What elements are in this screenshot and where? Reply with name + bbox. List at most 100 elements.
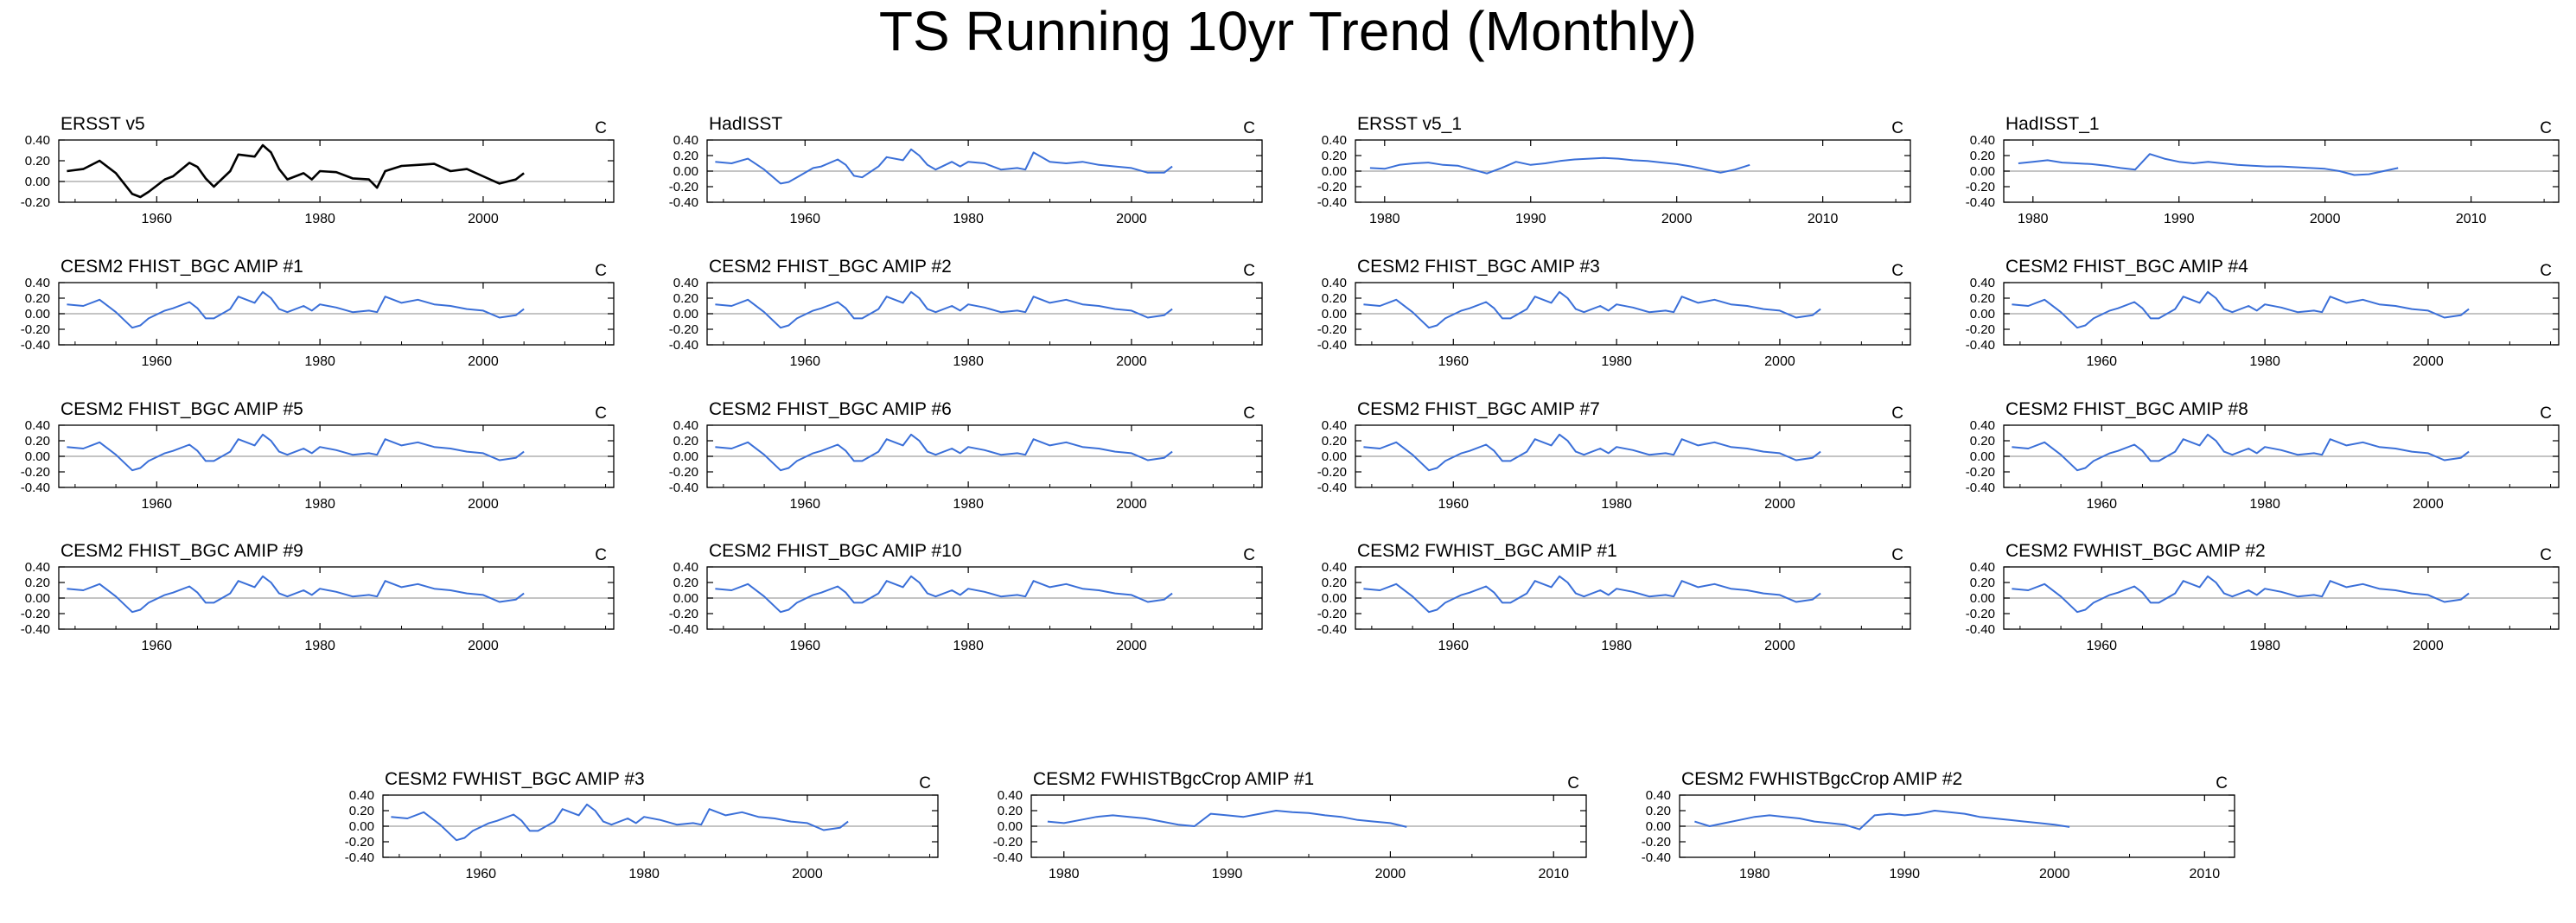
panel-3: -0.40-0.200.000.200.40 1980 1990 2000 2010 ER… [1317, 114, 1911, 226]
y-tick-label: -0.20 [21, 322, 50, 337]
x-tick-label: 1960 [789, 639, 820, 653]
y-tick-label: 0.00 [1970, 164, 1995, 179]
y-tick-label: -0.40 [1642, 850, 1671, 865]
series-line-1 [67, 575, 525, 614]
y-tick-label: -0.40 [1966, 338, 1995, 353]
panel-title: CESM2 FHIST_BGC AMIP #9 [61, 541, 303, 561]
panel-units: C [2540, 546, 2552, 564]
x-tick-label: 1990 [1212, 867, 1243, 882]
panel-title: CESM2 FHIST_BGC AMIP #8 [2005, 399, 2248, 419]
panel-1: -0.20 0.00 0.20 0.40 1960 1980 2000 ERSST v5 C [21, 114, 615, 226]
x-tick-label: 1980 [304, 354, 335, 369]
y-tick-label: 0.40 [25, 560, 50, 575]
x-tick-label: 1960 [2086, 354, 2117, 369]
x-tick-label: 1980 [1601, 497, 1632, 512]
panel-6: -0.40-0.200.000.200.40 1960 1980 2000 CESM2 … [669, 257, 1263, 369]
y-tick-label: 0.00 [1322, 307, 1347, 321]
x-tick-label: 1990 [1889, 867, 1920, 882]
panel-title: CESM2 FWHISTBgcCrop AMIP #1 [1033, 769, 1314, 789]
series-line-1 [2012, 290, 2470, 329]
panel-units: C [595, 119, 607, 137]
y-tick-label: 0.20 [25, 434, 50, 449]
y-tick-label: -0.40 [1317, 195, 1347, 210]
y-tick-label: 0.20 [25, 154, 50, 169]
y-tick-label: 0.20 [998, 804, 1023, 818]
y-tick-label: 0.40 [1646, 788, 1671, 803]
series-line-1 [715, 290, 1173, 329]
panel-11: -0.40-0.200.000.200.40 1960 1980 2000 CESM2 … [1317, 399, 1911, 512]
x-tick-label: 2000 [1116, 354, 1147, 369]
panel-units: C [919, 774, 931, 793]
x-tick-label: 2010 [2456, 212, 2487, 226]
y-tick-label: -0.40 [21, 622, 50, 637]
panel-title: CESM2 FHIST_BGC AMIP #3 [1357, 257, 1600, 277]
panel-title: CESM2 FWHIST_BGC AMIP #1 [1357, 541, 1617, 561]
plot-frame [58, 424, 615, 488]
y-tick-label: -0.20 [1966, 322, 1995, 337]
plot-frame [1679, 794, 2235, 858]
y-tick-label: 0.20 [673, 149, 698, 163]
x-tick-label: 2010 [1538, 867, 1569, 882]
x-tick-label: 2010 [1808, 212, 1839, 226]
x-tick-label: 2000 [2413, 639, 2444, 653]
plot-frame [58, 139, 615, 203]
panel-title: ERSST v5 [61, 114, 145, 134]
y-tick-label: -0.20 [21, 607, 50, 621]
y-tick-label: -0.20 [1317, 322, 1347, 337]
x-tick-label: 2000 [1116, 212, 1147, 226]
x-tick-label: 1990 [1515, 212, 1546, 226]
series-line-1 [715, 575, 1173, 614]
y-tick-label: -0.20 [669, 180, 698, 194]
plot-frame [2003, 282, 2560, 346]
x-tick-label: 2000 [468, 639, 499, 653]
panel-title: CESM2 FHIST_BGC AMIP #6 [709, 399, 952, 419]
series-line-1 [2012, 575, 2470, 614]
y-tick-label: 0.00 [25, 591, 50, 606]
x-tick-label: 1960 [1438, 497, 1469, 512]
y-tick-label: 0.20 [1322, 576, 1347, 590]
y-tick-label: 0.40 [673, 560, 698, 575]
panel-title: HadISST_1 [2005, 114, 2100, 134]
panel-units: C [1891, 262, 1903, 280]
x-tick-label: 2000 [2039, 867, 2070, 882]
panel-units: C [595, 262, 607, 280]
y-tick-label: 0.40 [1322, 276, 1347, 290]
series-line-1 [715, 433, 1173, 472]
panel-units: C [1243, 546, 1255, 564]
panel-9: -0.40-0.200.000.200.40 1960 1980 2000 CESM2 … [21, 399, 615, 512]
plot-frame [58, 282, 615, 346]
y-tick-label: 0.00 [673, 449, 698, 464]
x-tick-label: 1960 [1438, 354, 1469, 369]
y-tick-label: 0.40 [673, 276, 698, 290]
x-tick-label: 2000 [792, 867, 823, 882]
y-tick-label: 0.20 [673, 434, 698, 449]
x-tick-label: 1980 [304, 639, 335, 653]
y-tick-label: 0.00 [998, 819, 1023, 834]
y-tick-label: -0.40 [669, 195, 698, 210]
panel-title: CESM2 FWHISTBgcCrop AMIP #2 [1681, 769, 1962, 789]
y-tick-label: 0.20 [1646, 804, 1671, 818]
plot-frame [382, 794, 939, 858]
y-tick-label: -0.40 [669, 338, 698, 353]
panel-title: ERSST v5_1 [1357, 114, 1462, 134]
panel-7: -0.40-0.200.000.200.40 1960 1980 2000 CESM2 … [1317, 257, 1911, 369]
y-tick-label: 0.20 [673, 291, 698, 306]
panel-4: -0.40-0.200.000.200.40 1980 1990 2000 2010 Ha… [1966, 114, 2560, 226]
x-tick-label: 1980 [1049, 867, 1080, 882]
series-line-1 [67, 290, 525, 329]
y-tick-label: -0.20 [21, 465, 50, 480]
x-tick-label: 2000 [1764, 497, 1795, 512]
page-title: TS Running 10yr Trend (Monthly) [878, 0, 1698, 62]
x-tick-label: 1980 [953, 354, 984, 369]
series-line-1 [391, 803, 849, 842]
y-tick-label: 0.00 [25, 449, 50, 464]
x-tick-label: 1960 [141, 212, 172, 226]
y-tick-label: 0.00 [673, 307, 698, 321]
y-tick-label: 0.20 [1322, 434, 1347, 449]
y-tick-label: 0.40 [1970, 276, 1995, 290]
panel-5: -0.40-0.200.000.200.40 1960 1980 2000 CESM2 … [21, 257, 615, 369]
y-tick-label: 0.00 [1322, 591, 1347, 606]
x-tick-label: 1980 [2249, 497, 2280, 512]
series-line-1 [67, 433, 525, 472]
